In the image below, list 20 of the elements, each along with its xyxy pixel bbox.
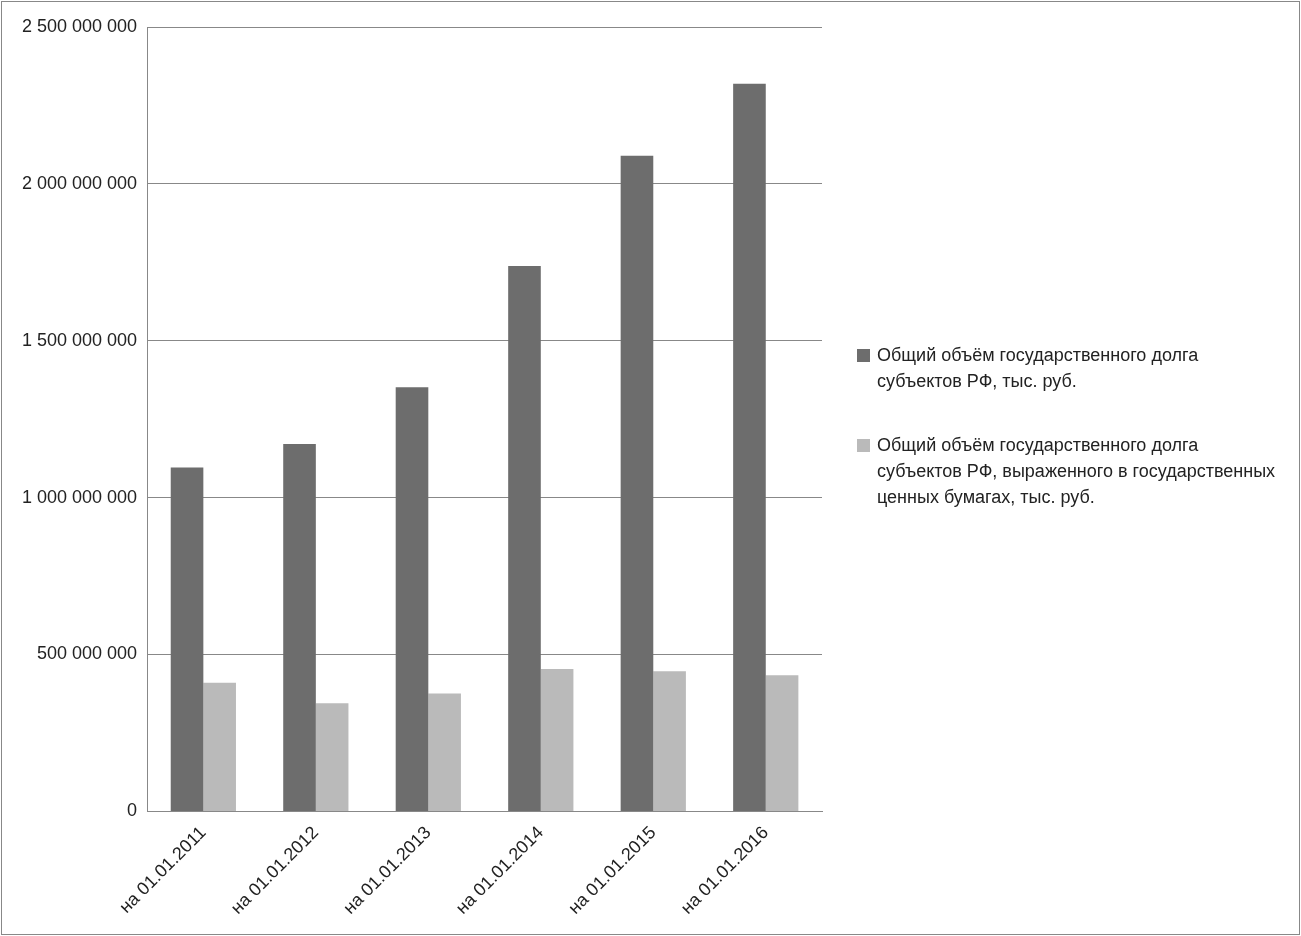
bar: [315, 703, 349, 811]
y-tick-label: 2 000 000 000: [21, 172, 138, 193]
bar: [620, 155, 654, 811]
bar: [508, 266, 541, 811]
bar: [765, 675, 799, 811]
bar: [428, 693, 461, 811]
bar: [283, 443, 316, 811]
bar: [203, 682, 236, 811]
bar: [733, 83, 766, 811]
bar: [653, 671, 686, 811]
legend-label: Общий объём государственного долга субъектов РФ, тыс. руб.: [877, 344, 1200, 394]
legend-label: Общий объём государственного долга субъектов РФ, выраженного в государственных ценных бумагах, тыс. руб.: [877, 434, 1277, 510]
bar: [395, 387, 429, 811]
bar: [540, 668, 574, 811]
y-tick-label: 1 000 000 000: [21, 486, 138, 507]
bar: [170, 467, 204, 811]
y-tick-label: 0: [127, 800, 138, 821]
y-tick-label: 1 500 000 000: [21, 329, 138, 350]
y-tick-label: 2 500 000 000: [21, 15, 138, 36]
y-tick-label: 500 000 000: [37, 643, 138, 664]
